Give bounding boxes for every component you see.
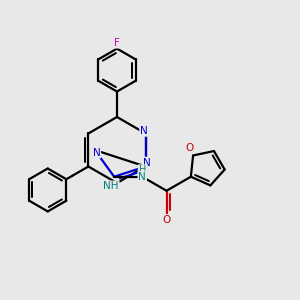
- Text: N: N: [143, 158, 151, 167]
- Text: F: F: [114, 38, 120, 48]
- Text: NH: NH: [103, 181, 119, 191]
- Text: N: N: [140, 126, 148, 136]
- Text: O: O: [162, 215, 171, 225]
- Text: N: N: [92, 148, 100, 158]
- Text: N: N: [138, 172, 146, 182]
- Text: H: H: [139, 165, 146, 175]
- Text: O: O: [186, 143, 194, 153]
